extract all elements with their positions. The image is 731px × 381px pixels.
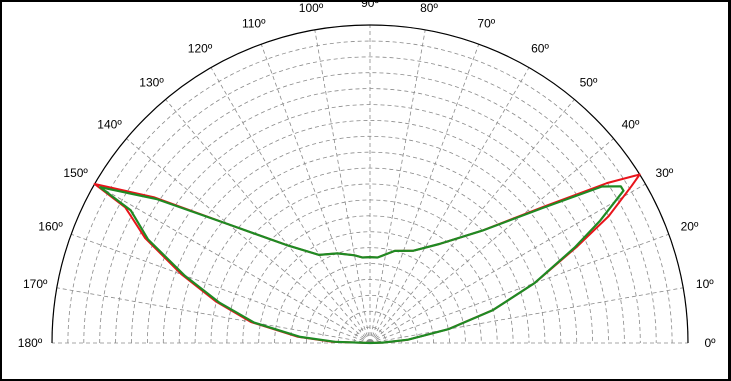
- angle-tick-label: 140º: [97, 118, 122, 132]
- angle-tick-label: 50º: [580, 76, 598, 90]
- grid-radial-line: [369, 183, 646, 344]
- grid-arc: [178, 151, 562, 344]
- angle-tick-label: 100º: [299, 1, 324, 15]
- angle-tick-label: 160º: [38, 220, 63, 234]
- grid-radial-line: [260, 44, 371, 344]
- grid-radial-line: [71, 233, 371, 344]
- outer-rim: [51, 24, 689, 344]
- angle-tick-label: 80º: [420, 1, 438, 15]
- angle-tick-label: 20º: [681, 220, 699, 234]
- grid-radial-line: [94, 183, 371, 344]
- grid-arc: [210, 183, 530, 344]
- angle-tick-label: 130º: [139, 76, 164, 90]
- angle-tick-label: 170º: [23, 277, 48, 291]
- angle-tick-label: 70º: [477, 17, 495, 31]
- series-line-1: [93, 173, 641, 344]
- angle-tick-label: 30º: [656, 166, 674, 180]
- grid-radial-line: [369, 233, 669, 344]
- grid-arc: [290, 263, 450, 344]
- angle-tick-label: 110º: [242, 17, 266, 31]
- grid-arc: [67, 40, 673, 344]
- angle-tick-label: 60º: [531, 42, 549, 56]
- angle-tick-label: 10º: [696, 277, 714, 291]
- polar-grid: [51, 24, 689, 344]
- angle-tick-label: 40º: [622, 118, 640, 132]
- grid-arc: [83, 56, 657, 344]
- grid-arc: [51, 24, 689, 344]
- grid-radial-line: [165, 99, 371, 344]
- grid-radial-line: [369, 99, 575, 344]
- grid-radial-line: [369, 67, 530, 344]
- series-line-2: [98, 185, 625, 345]
- grid-arc: [147, 120, 593, 344]
- angle-tick-label: 90º: [361, 0, 379, 10]
- angle-tick-label: 0º: [704, 336, 716, 350]
- grid-arc: [274, 247, 466, 344]
- grid-radial-line: [369, 138, 614, 344]
- grid-arc: [258, 231, 482, 344]
- angle-tick-labels: 0º 10º 20º 30º 40º 50º 60º 70º 80º 90º 100º 110º 120…: [18, 0, 716, 350]
- grid-arc: [321, 294, 419, 344]
- grid-arc: [194, 167, 546, 344]
- grid-radial-line: [126, 138, 371, 344]
- series-layer: [93, 173, 641, 345]
- angle-tick-label: 150º: [63, 166, 88, 180]
- grid-radial-line: [210, 67, 371, 344]
- grid-radial-line: [369, 44, 480, 344]
- angle-tick-label: 180º: [18, 336, 43, 350]
- angle-tick-label: 120º: [188, 42, 213, 56]
